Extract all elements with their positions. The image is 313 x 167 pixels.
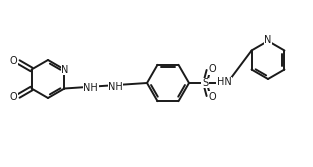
- Text: O: O: [208, 92, 216, 102]
- Text: N: N: [61, 64, 69, 74]
- Text: O: O: [10, 92, 17, 102]
- Text: S: S: [202, 78, 208, 88]
- Text: O: O: [208, 64, 216, 74]
- Text: NH: NH: [108, 82, 123, 92]
- Text: N: N: [264, 35, 272, 45]
- Text: O: O: [10, 56, 17, 66]
- Text: HN: HN: [217, 77, 231, 87]
- Text: NH: NH: [84, 83, 98, 93]
